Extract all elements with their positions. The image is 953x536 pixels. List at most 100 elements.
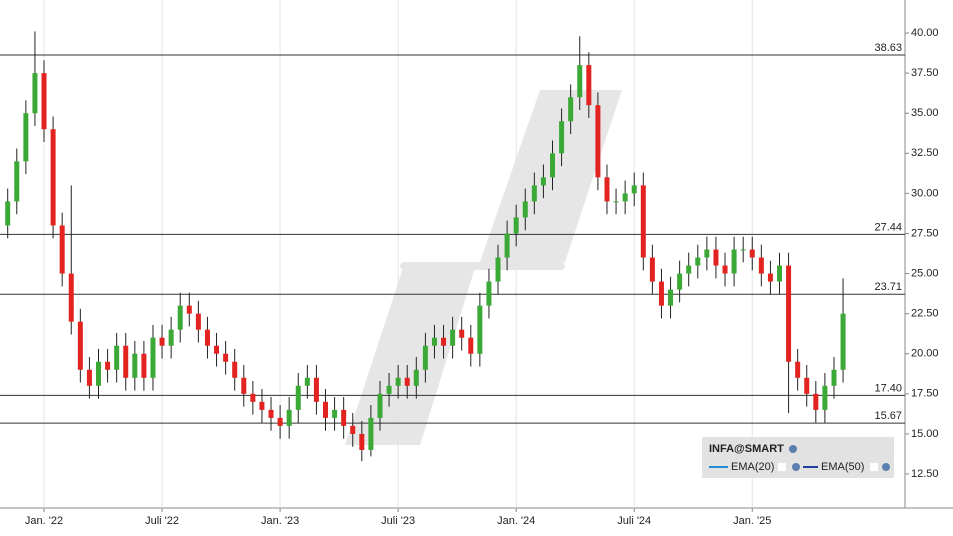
- x-tick-label: Juli '22: [145, 515, 179, 527]
- candle-body: [177, 305, 183, 330]
- candle-body: [677, 273, 683, 290]
- x-tick-label: Jan. '22: [25, 515, 63, 527]
- candle-body: [486, 281, 492, 306]
- candle-body: [468, 337, 474, 354]
- candle-body: [141, 353, 147, 378]
- candle-body: [658, 281, 664, 306]
- level-label: 38.63: [874, 42, 902, 54]
- candle-body: [459, 329, 465, 338]
- candle-body: [195, 313, 201, 330]
- candle-body: [686, 265, 692, 274]
- candle-body: [132, 353, 138, 378]
- y-tick-label: 40.00: [911, 27, 939, 39]
- candle-body: [450, 329, 456, 346]
- candle-body: [186, 305, 192, 314]
- candle-body: [777, 265, 782, 282]
- candle-body: [223, 353, 229, 362]
- candle-body: [422, 345, 428, 370]
- candle-body: [613, 201, 619, 203]
- candle-body: [831, 369, 837, 386]
- candle-body: [795, 361, 801, 378]
- candle-body: [313, 377, 319, 402]
- candle-body: [495, 257, 501, 282]
- candle-body: [522, 201, 528, 218]
- candle-body: [123, 345, 129, 378]
- candle-body: [622, 193, 628, 202]
- level-label: 15.67: [874, 410, 902, 422]
- candle-body: [377, 393, 383, 418]
- candle-body: [295, 385, 301, 410]
- candle-body: [232, 361, 238, 378]
- candle-body: [740, 249, 746, 251]
- candle-body: [259, 401, 265, 410]
- candle-body: [540, 177, 546, 186]
- y-tick-label: 25.00: [911, 267, 939, 279]
- checkbox[interactable]: [870, 463, 878, 471]
- candle-body: [441, 337, 447, 346]
- candle-body: [749, 249, 755, 258]
- candle-body: [640, 185, 646, 258]
- candle-body: [59, 225, 65, 274]
- candle-body: [386, 385, 392, 394]
- candle-body: [413, 369, 419, 386]
- candle-body: [786, 265, 792, 362]
- candle-body: [731, 249, 737, 274]
- candle-body: [550, 153, 555, 178]
- candle-body: [722, 265, 728, 274]
- legend-box: [702, 437, 894, 478]
- candle-body: [504, 233, 510, 258]
- candle-body: [332, 409, 338, 418]
- candle-body: [822, 385, 828, 410]
- candle-body: [713, 249, 719, 266]
- level-label: 27.44: [874, 221, 902, 233]
- candle-body: [758, 257, 764, 274]
- candle-body: [168, 329, 174, 346]
- y-tick-label: 32.50: [911, 147, 939, 159]
- candle-body: [241, 377, 247, 394]
- candle-body: [96, 361, 101, 386]
- candle-body: [404, 377, 410, 386]
- y-tick-label: 37.50: [911, 67, 939, 79]
- candle-body: [695, 257, 701, 266]
- candle-body: [5, 201, 11, 226]
- candle-body: [150, 337, 156, 378]
- candle-body: [50, 129, 56, 226]
- candle-body: [277, 417, 283, 426]
- x-tick-label: Jan. '25: [733, 515, 771, 527]
- candle-body: [359, 433, 365, 450]
- globe-icon: [789, 445, 797, 453]
- candle-body: [586, 65, 592, 106]
- level-label: 23.71: [874, 281, 902, 293]
- candle-body: [395, 377, 401, 386]
- globe-icon: [882, 463, 890, 471]
- candle-body: [77, 321, 83, 370]
- candle-body: [68, 273, 74, 322]
- y-tick-label: 30.00: [911, 187, 939, 199]
- candle-body: [214, 345, 220, 354]
- candle-body: [341, 409, 347, 426]
- candle-body: [767, 273, 773, 282]
- y-tick-label: 22.50: [911, 308, 939, 320]
- checkbox[interactable]: [778, 463, 786, 471]
- candle-body: [14, 161, 20, 202]
- legend-label: EMA(50): [821, 461, 864, 473]
- candle-body: [350, 425, 356, 434]
- candle-body: [531, 185, 537, 202]
- candle-body: [41, 73, 47, 130]
- globe-icon: [792, 463, 800, 471]
- candle-body: [840, 313, 846, 370]
- candle-body: [204, 329, 210, 346]
- candle-body: [32, 73, 38, 114]
- candle-body: [323, 401, 328, 418]
- candle-body: [804, 377, 810, 394]
- candle-body: [513, 217, 519, 234]
- candle-body: [23, 113, 29, 162]
- candle-body: [368, 417, 374, 450]
- y-tick-label: 35.00: [911, 107, 939, 119]
- candle-body: [159, 337, 165, 346]
- candle-body: [668, 289, 674, 306]
- candle-body: [86, 369, 92, 386]
- candle-body: [813, 393, 819, 410]
- candle-body: [649, 257, 655, 282]
